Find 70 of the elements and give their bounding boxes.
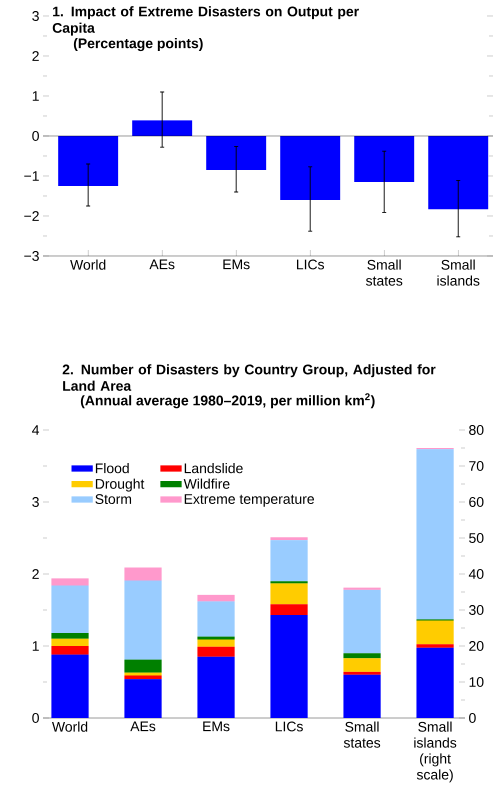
bar xyxy=(270,540,308,582)
bar xyxy=(124,660,162,673)
bar xyxy=(124,568,162,580)
y-tick-label: −2 xyxy=(24,211,39,221)
x-tick-label: AEs xyxy=(149,260,174,270)
chart-title: 1. Impact of Extreme Disasters on Output per Capita xyxy=(52,6,359,36)
bar xyxy=(343,674,381,718)
bar xyxy=(197,594,235,602)
x-tick-label: Small states xyxy=(344,722,380,748)
bar xyxy=(197,646,235,657)
chart-subtitle: (Annual average 1980–2019, per million km$^{2}$) xyxy=(80,393,375,408)
bar xyxy=(197,601,235,637)
x-tick-label: Small islands xyxy=(437,260,480,286)
y2-tick-label: 10 xyxy=(470,677,484,687)
bar xyxy=(270,604,308,616)
bar xyxy=(124,679,162,718)
y-tick-label: 1 xyxy=(32,91,39,101)
text: (Percentage points) xyxy=(74,38,203,52)
y-tick-label: 1 xyxy=(32,641,39,651)
y-tick-label: 4 xyxy=(32,425,40,435)
x-tick-label: EMs xyxy=(223,260,250,270)
bar xyxy=(51,586,89,634)
bar xyxy=(270,583,308,604)
bar xyxy=(343,653,381,658)
bar xyxy=(197,636,235,640)
bar xyxy=(51,638,89,646)
y2-tick-label: 80 xyxy=(469,425,484,435)
x-tick-label: AEs xyxy=(130,722,156,732)
y2-tick-label: 70 xyxy=(469,461,484,471)
y-tick-label: 2 xyxy=(32,569,39,579)
bar xyxy=(343,672,381,675)
bar xyxy=(124,672,162,676)
legend-label: Wildfire xyxy=(184,478,230,489)
bar xyxy=(124,676,162,680)
y2-tick-label: 20 xyxy=(469,641,484,651)
x-tick-label: World xyxy=(52,722,88,732)
y2-tick-label: 0 xyxy=(469,713,476,723)
x-tick-label: World xyxy=(70,260,106,270)
y2-tick-label: 40 xyxy=(468,569,484,579)
bar xyxy=(343,590,381,654)
x-tick-label: LICs xyxy=(296,260,324,270)
x-tick-label: Small islands (right scale) xyxy=(414,722,456,782)
chart-title: 2. Number of Disasters by Country Group, Adjusted for Land Area xyxy=(62,364,436,391)
bar xyxy=(51,578,89,586)
y2-tick-label: 30 xyxy=(469,605,484,615)
y2-tick-label: 60 xyxy=(469,497,484,507)
y-tick-label: 0 xyxy=(32,713,39,723)
bar xyxy=(51,646,89,655)
x-tick-label: Small states xyxy=(366,260,402,286)
legend-label: Storm xyxy=(95,494,132,504)
bar xyxy=(270,615,308,718)
x-tick-label: LICs xyxy=(276,722,303,732)
bar xyxy=(51,633,89,639)
bar xyxy=(197,640,235,647)
y-tick-label: 3 xyxy=(32,11,39,21)
legend-label: Drought xyxy=(96,478,144,492)
y-tick-label: 0 xyxy=(32,131,39,141)
y2-tick-label: 50 xyxy=(469,533,484,543)
legend-label: Landslide xyxy=(184,462,243,474)
y-tick-label: 2 xyxy=(32,51,39,61)
y-tick-label: 3 xyxy=(32,497,39,507)
y-tick-label: −1 xyxy=(24,171,39,181)
bar xyxy=(124,580,162,660)
y-tick-label: −3 xyxy=(24,251,39,261)
legend-label: Extreme temperature xyxy=(184,494,314,507)
legend-label: Flood xyxy=(96,462,129,474)
bar xyxy=(343,658,381,672)
bar xyxy=(197,656,235,718)
bar xyxy=(51,654,89,718)
x-tick-label: EMs xyxy=(203,722,230,732)
